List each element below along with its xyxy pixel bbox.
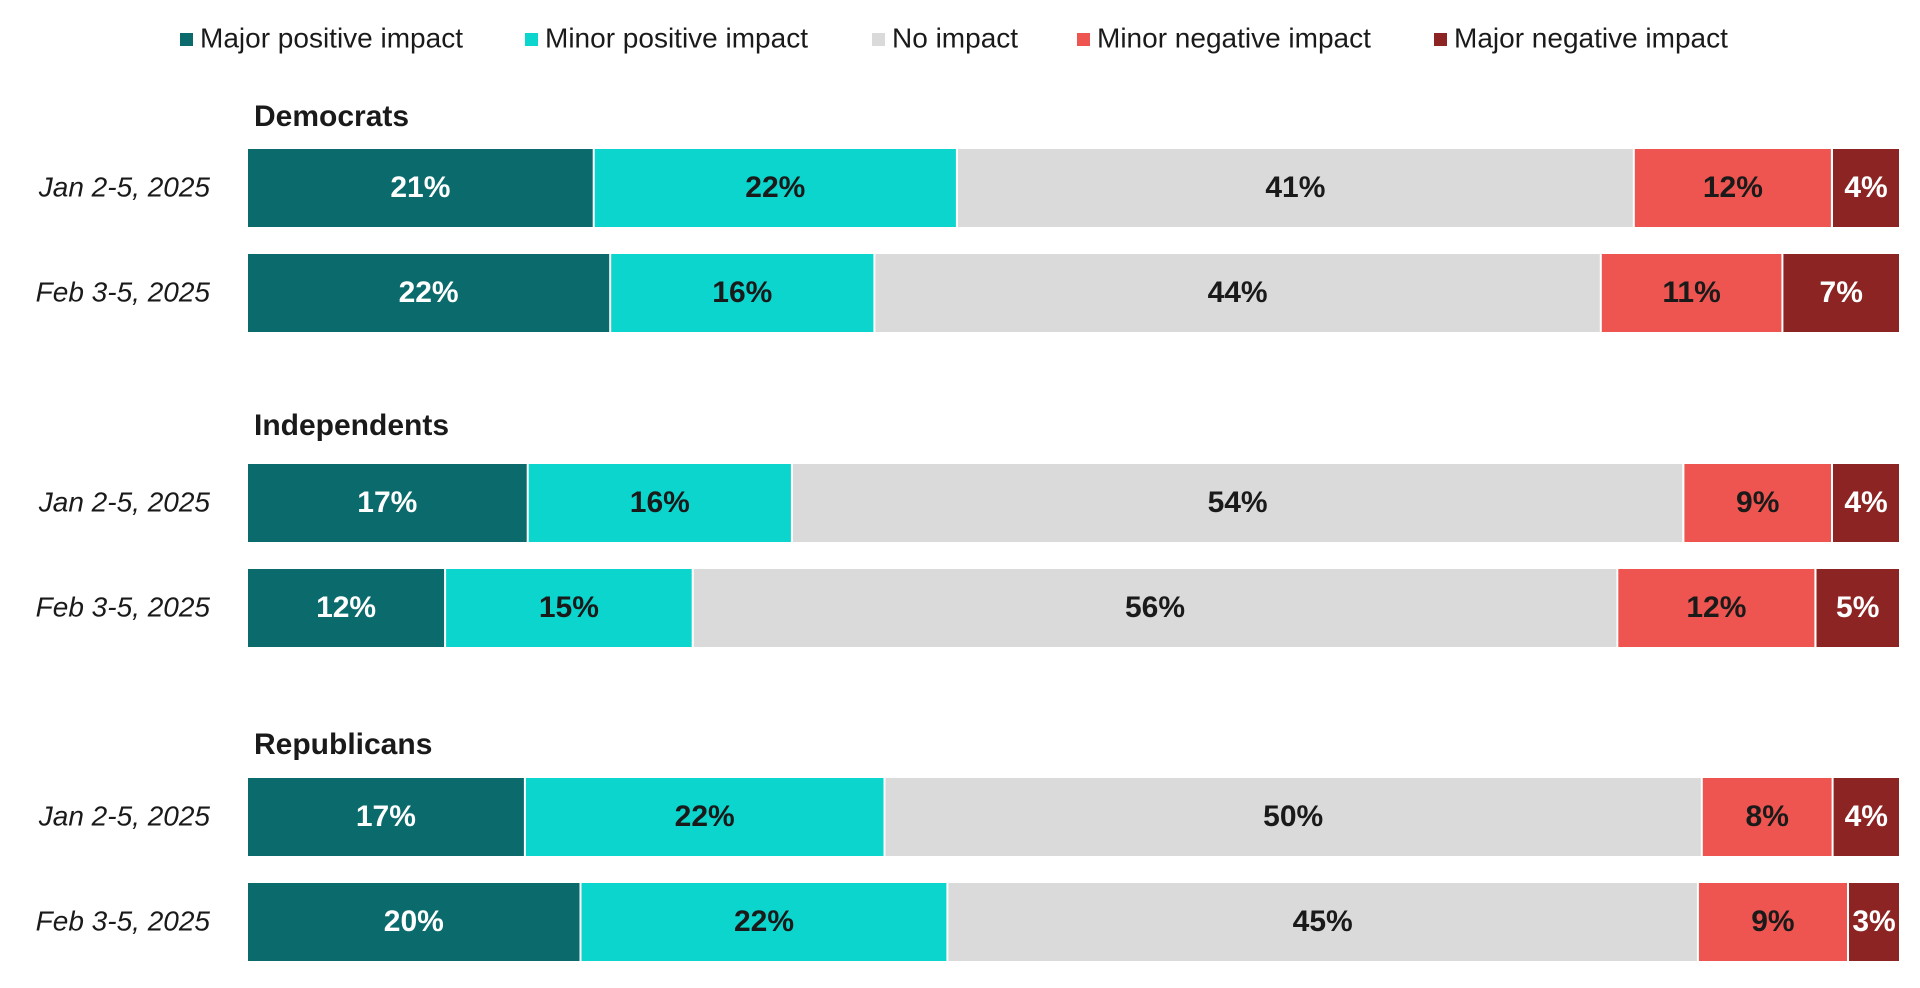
bar-segment-no-impact	[957, 149, 1633, 227]
group-title: Independents	[254, 409, 449, 442]
data-label: 54%	[1208, 486, 1268, 519]
data-label: 21%	[390, 171, 450, 204]
bar-segment-major-negative-impact	[1833, 149, 1899, 227]
bar-segment-minor-negative-impact	[1634, 149, 1831, 227]
legend-item-major-positive-impact: Major positive impact	[180, 22, 463, 53]
bar-segment-minor-positive-impact	[611, 254, 874, 332]
bar-row: Jan 2-5, 2025 21% 22% 41% 12% 4%	[38, 149, 1899, 227]
bar-segment-minor-positive-impact	[525, 778, 884, 856]
data-label: 20%	[384, 905, 444, 938]
data-label: 12%	[1703, 171, 1763, 204]
bar-segment-minor-negative-impact	[1618, 569, 1815, 647]
legend-item-minor-negative-impact: Minor negative impact	[1077, 22, 1371, 53]
legend-item-major-negative-impact: Major negative impact	[1434, 22, 1728, 53]
data-label: 4%	[1844, 171, 1887, 204]
bar-segment-major-negative-impact	[1849, 883, 1899, 961]
data-label: 15%	[539, 591, 599, 624]
legend-label: Major negative impact	[1454, 22, 1728, 53]
bar-segment-minor-positive-impact	[581, 883, 947, 961]
data-label: 16%	[712, 276, 772, 309]
legend: Major positive impact Minor positive impa…	[180, 22, 1728, 53]
bar-segment-major-positive-impact	[248, 464, 527, 542]
row-label: Feb 3-5, 2025	[36, 905, 211, 936]
data-label: 44%	[1208, 276, 1268, 309]
row-label: Jan 2-5, 2025	[38, 486, 211, 517]
legend-label: Major positive impact	[200, 22, 463, 53]
bar-segment-major-negative-impact	[1833, 464, 1899, 542]
bar-row: Feb 3-5, 2025 12% 15% 56% 12% 5%	[36, 569, 1899, 647]
bar-segment-no-impact	[792, 464, 1683, 542]
data-label: 12%	[316, 591, 376, 624]
group-title: Democrats	[254, 100, 409, 133]
bar-segment-major-negative-impact	[1816, 569, 1899, 647]
bar-segment-major-positive-impact	[248, 149, 593, 227]
data-label: 11%	[1662, 276, 1720, 309]
bar-segment-major-negative-impact	[1783, 254, 1899, 332]
bar-segment-minor-positive-impact	[594, 149, 956, 227]
data-label: 22%	[734, 905, 794, 938]
row-label: Feb 3-5, 2025	[36, 591, 211, 622]
bar-segment-major-negative-impact	[1833, 778, 1899, 856]
data-label: 45%	[1293, 905, 1353, 938]
data-label: 12%	[1686, 591, 1746, 624]
legend-swatch	[1077, 33, 1090, 46]
bar-segment-minor-negative-impact	[1684, 464, 1831, 542]
bar-segment-minor-positive-impact	[528, 464, 791, 542]
group-democrats: Democrats Jan 2-5, 2025 21% 22% 41% 12% 4% Feb …	[36, 100, 1899, 332]
data-label: 22%	[399, 276, 459, 309]
bar-segment-no-impact	[875, 254, 1600, 332]
bar-segment-minor-negative-impact	[1698, 883, 1847, 961]
data-label: 3%	[1852, 905, 1895, 938]
data-label: 16%	[630, 486, 690, 519]
data-label: 7%	[1820, 276, 1863, 309]
bar-segment-minor-positive-impact	[446, 569, 692, 647]
bar-row: Jan 2-5, 2025 17% 22% 50% 8% 4%	[38, 778, 1899, 856]
row-label: Feb 3-5, 2025	[36, 276, 211, 307]
bar-row: Feb 3-5, 2025 20% 22% 45% 9% 3%	[36, 883, 1899, 961]
bar-segment-minor-negative-impact	[1601, 254, 1782, 332]
data-label: 41%	[1265, 171, 1325, 204]
bar-segment-major-positive-impact	[248, 883, 580, 961]
bar-segment-minor-negative-impact	[1702, 778, 1832, 856]
legend-swatch	[1434, 33, 1447, 46]
row-label: Jan 2-5, 2025	[38, 800, 211, 831]
data-label: 4%	[1845, 800, 1888, 833]
legend-label: No impact	[892, 22, 1018, 53]
data-label: 4%	[1844, 486, 1887, 519]
data-label: 50%	[1263, 800, 1323, 833]
bar-row: Jan 2-5, 2025 17% 16% 54% 9% 4%	[38, 464, 1899, 542]
bar-segment-major-positive-impact	[248, 778, 524, 856]
legend-item-no-impact: No impact	[872, 22, 1018, 53]
data-label: 22%	[745, 171, 805, 204]
data-label: 9%	[1751, 905, 1794, 938]
bar-segment-no-impact	[948, 883, 1697, 961]
legend-swatch	[180, 33, 193, 46]
data-label: 17%	[357, 486, 417, 519]
group-independents: Independents Jan 2-5, 2025 17% 16% 54% 9% 4% Fe…	[36, 409, 1899, 647]
data-label: 8%	[1746, 800, 1789, 833]
group-title: Republicans	[254, 728, 432, 761]
legend-label: Minor negative impact	[1097, 22, 1371, 53]
chart-body: Democrats Jan 2-5, 2025 21% 22% 41% 12% 4% Feb …	[36, 100, 1899, 961]
bar-segment-no-impact	[885, 778, 1701, 856]
row-label: Jan 2-5, 2025	[38, 171, 211, 202]
data-label: 5%	[1836, 591, 1879, 624]
data-label: 17%	[356, 800, 416, 833]
legend-label: Minor positive impact	[545, 22, 808, 53]
data-label: 22%	[675, 800, 735, 833]
bar-segment-major-positive-impact	[248, 254, 610, 332]
data-label: 56%	[1125, 591, 1185, 624]
bar-segment-major-positive-impact	[248, 569, 445, 647]
group-republicans: Republicans Jan 2-5, 2025 17% 22% 50% 8% 4% Feb…	[36, 728, 1899, 961]
bar-row: Feb 3-5, 2025 22% 16% 44% 11% 7%	[36, 254, 1899, 332]
legend-swatch	[872, 33, 885, 46]
legend-swatch	[525, 33, 538, 46]
bar-segment-no-impact	[693, 569, 1617, 647]
data-label: 9%	[1736, 486, 1779, 519]
legend-item-minor-positive-impact: Minor positive impact	[525, 22, 808, 53]
